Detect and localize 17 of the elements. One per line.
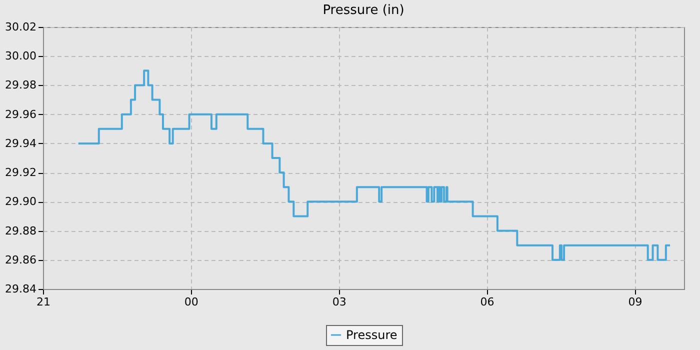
x-tick-label: 09 [628,296,642,308]
x-tick-label: 21 [36,296,50,308]
y-tick-label: 29.98 [5,78,36,92]
x-tick-label: 06 [480,296,494,308]
y-tick-label: 29.84 [5,282,36,296]
y-tick-label: 29.96 [5,108,36,121]
y-tick-label: 29.90 [5,195,36,208]
y-tick-label: 29.86 [5,253,36,266]
legend-label: Pressure [346,328,398,342]
y-tick-label: 30.02 [5,20,36,34]
y-tick-label: 29.88 [5,224,36,238]
y-tick-label: 29.92 [5,166,36,180]
y-tick-label: 29.94 [5,136,36,150]
x-tick-label: 03 [332,296,346,308]
x-tick-label: 00 [184,296,198,308]
chart-title: Pressure (in) [322,3,404,18]
y-tick-label: 30.00 [5,50,36,63]
